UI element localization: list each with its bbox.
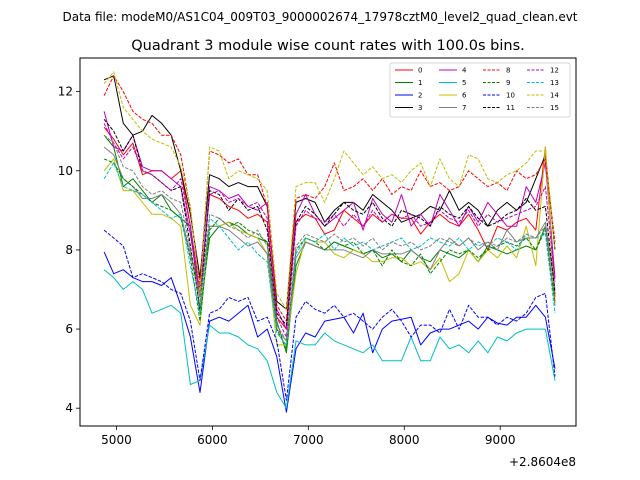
chart-title: Quadrant 3 module wise count rates with … xyxy=(131,38,525,54)
legend-box xyxy=(389,62,571,118)
legend-label-12: 12 xyxy=(550,67,559,75)
series-line-12 xyxy=(103,123,556,338)
x-tick-label: 8000 xyxy=(389,433,420,447)
y-tick-label: 12 xyxy=(58,85,73,99)
legend-label-15: 15 xyxy=(550,104,559,112)
legend-label-2: 2 xyxy=(418,92,422,100)
x-offset-label: +2.8604e8 xyxy=(509,455,576,469)
series-line-2 xyxy=(103,251,556,413)
series-line-15 xyxy=(103,134,556,342)
legend-label-14: 14 xyxy=(550,92,559,100)
plot-frame xyxy=(79,57,577,427)
series-line-9 xyxy=(103,158,556,350)
x-tick-label: 9000 xyxy=(485,433,516,447)
legend-label-10: 10 xyxy=(506,92,515,100)
legend-label-1: 1 xyxy=(418,79,422,87)
x-tick-label: 7000 xyxy=(293,433,324,447)
series-line-5 xyxy=(103,269,556,409)
series-line-10 xyxy=(103,229,556,401)
legend-label-0: 0 xyxy=(418,67,422,75)
suptitle: Data file: modeM0/AS1C04_009T03_90000026… xyxy=(62,10,577,24)
y-tick-label: 8 xyxy=(65,243,73,257)
series-line-13 xyxy=(103,162,556,346)
series-line-11 xyxy=(103,118,556,326)
legend-label-7: 7 xyxy=(462,104,466,112)
legend-label-8: 8 xyxy=(506,67,510,75)
series-line-8 xyxy=(103,75,556,322)
y-tick-label: 6 xyxy=(65,322,73,336)
legend-label-11: 11 xyxy=(506,104,515,112)
x-tick-label: 5000 xyxy=(101,433,132,447)
x-tick-label: 6000 xyxy=(197,433,228,447)
legend-label-13: 13 xyxy=(550,79,559,87)
legend-label-9: 9 xyxy=(506,79,510,87)
legend-label-4: 4 xyxy=(462,67,467,75)
series-line-0 xyxy=(103,126,556,330)
series-line-6 xyxy=(103,146,556,346)
series-line-4 xyxy=(103,111,556,330)
legend-label-5: 5 xyxy=(462,79,466,87)
series-line-3 xyxy=(103,75,556,310)
series-line-14 xyxy=(103,71,556,310)
series-layer xyxy=(103,71,556,413)
y-tick-label: 10 xyxy=(58,164,73,178)
y-tick-label: 4 xyxy=(65,401,73,415)
legend-label-6: 6 xyxy=(462,92,467,100)
legend-label-3: 3 xyxy=(418,104,422,112)
x-axis: 5000 6000 7000 8000 9000 xyxy=(101,426,515,447)
series-line-7 xyxy=(103,146,556,342)
y-axis: 4 6 8 10 12 xyxy=(58,85,80,415)
